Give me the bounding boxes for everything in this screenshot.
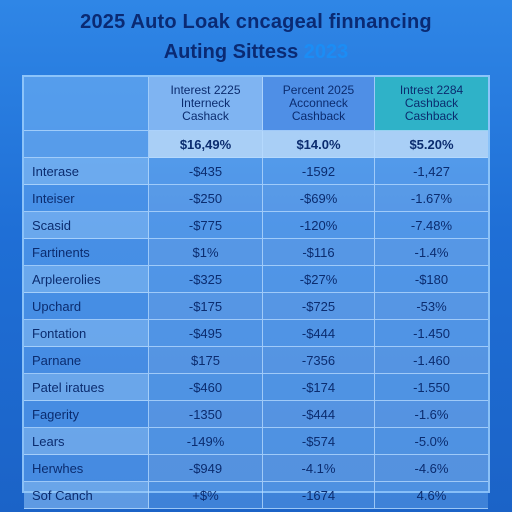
summary-label [24, 131, 149, 158]
subtitle-year: 2023 [303, 41, 349, 63]
row-value-col2: -7356 [263, 347, 375, 374]
summary-value: $5.20% [375, 131, 488, 158]
row-value-col2: -$444 [263, 320, 375, 347]
row-value-col3: -1.4% [375, 239, 488, 266]
financing-table: Interest 2225 Interneck Cashack Percent … [22, 75, 490, 509]
row-value-col3: -1.450 [375, 320, 488, 347]
row-value-col1: +$% [149, 482, 263, 509]
row-label: Fagerity [24, 401, 149, 428]
row-label: Parnane [24, 347, 149, 374]
row-value-col1: -$949 [149, 455, 263, 482]
row-value-col3: -1.67% [375, 185, 488, 212]
row-value-col3: -53% [375, 293, 488, 320]
row-value-col2: -4.1% [263, 455, 375, 482]
row-label: Herwhes [24, 455, 149, 482]
row-value-col3: -1.550 [375, 374, 488, 401]
row-value-col3: -5.0% [375, 428, 488, 455]
row-value-col1: -$435 [149, 158, 263, 185]
page-subtitle: Auting Sittess 2023 [0, 40, 512, 64]
row-value-col1: -$175 [149, 293, 263, 320]
header-cell-interest-2225: Interest 2225 Interneck Cashack [149, 77, 263, 131]
row-value-col1: $1% [149, 239, 263, 266]
row-value-col1: -$460 [149, 374, 263, 401]
header-line: Cashback [291, 109, 346, 123]
row-label: Arpleerolies [24, 266, 149, 293]
header-line: Intrest 2284 [399, 83, 464, 97]
row-value-col1: -149% [149, 428, 263, 455]
row-label: Interase [24, 158, 149, 185]
row-label: Inteiser [24, 185, 149, 212]
summary-value: $16,49% [149, 131, 263, 158]
page-header: 2025 Auto Loak cncageal finnancing Autin… [0, 10, 512, 64]
row-value-col3: -1.6% [375, 401, 488, 428]
page-title: 2025 Auto Loak cncageal finnancing [80, 11, 432, 33]
row-value-col1: -1350 [149, 401, 263, 428]
header-line: Cashback [404, 109, 459, 123]
subtitle-text: Auting Sittess [163, 41, 299, 63]
row-label: Patel iratues [24, 374, 149, 401]
row-value-col2: -$174 [263, 374, 375, 401]
header-line: Cashack [182, 109, 229, 123]
row-label: Sof Canch [24, 482, 149, 509]
row-value-col3: -4.6% [375, 455, 488, 482]
row-value-col2: -$574 [263, 428, 375, 455]
row-value-col2: -1674 [263, 482, 375, 509]
row-label: Lears [24, 428, 149, 455]
row-value-col3: -1.460 [375, 347, 488, 374]
row-value-col2: -$27% [263, 266, 375, 293]
row-value-col3: -1,427 [375, 158, 488, 185]
row-value-col2: -1592 [263, 158, 375, 185]
row-value-col1: -$325 [149, 266, 263, 293]
table-grid: Interest 2225 Interneck Cashack Percent … [24, 77, 488, 509]
row-value-col1: -$250 [149, 185, 263, 212]
row-label: Scasid [24, 212, 149, 239]
summary-value: $14.0% [263, 131, 375, 158]
row-label: Upchard [24, 293, 149, 320]
row-label: Fontation [24, 320, 149, 347]
header-line: Interest 2225 [170, 83, 241, 97]
row-value-col1: -$495 [149, 320, 263, 347]
row-value-col2: -$725 [263, 293, 375, 320]
header-cell-label [24, 77, 149, 131]
header-cell-percent-2025: Percent 2025 Acconneck Cashback [263, 77, 375, 131]
row-value-col2: -120% [263, 212, 375, 239]
header-cell-intrest-2284: Intrest 2284 Cashback Cashback [375, 77, 488, 131]
row-value-col3: -7.48% [375, 212, 488, 239]
row-value-col2: -$69% [263, 185, 375, 212]
row-value-col2: -$444 [263, 401, 375, 428]
row-value-col1: $175 [149, 347, 263, 374]
row-value-col2: -$116 [263, 239, 375, 266]
header-line: Acconneck [289, 96, 348, 110]
header-line: Percent 2025 [282, 83, 355, 97]
header-line: Cashback [404, 96, 459, 110]
row-label: Fartinents [24, 239, 149, 266]
row-value-col3: -$180 [375, 266, 488, 293]
row-value-col1: -$775 [149, 212, 263, 239]
row-value-col3: 4.6% [375, 482, 488, 509]
header-line: Interneck [180, 96, 231, 110]
